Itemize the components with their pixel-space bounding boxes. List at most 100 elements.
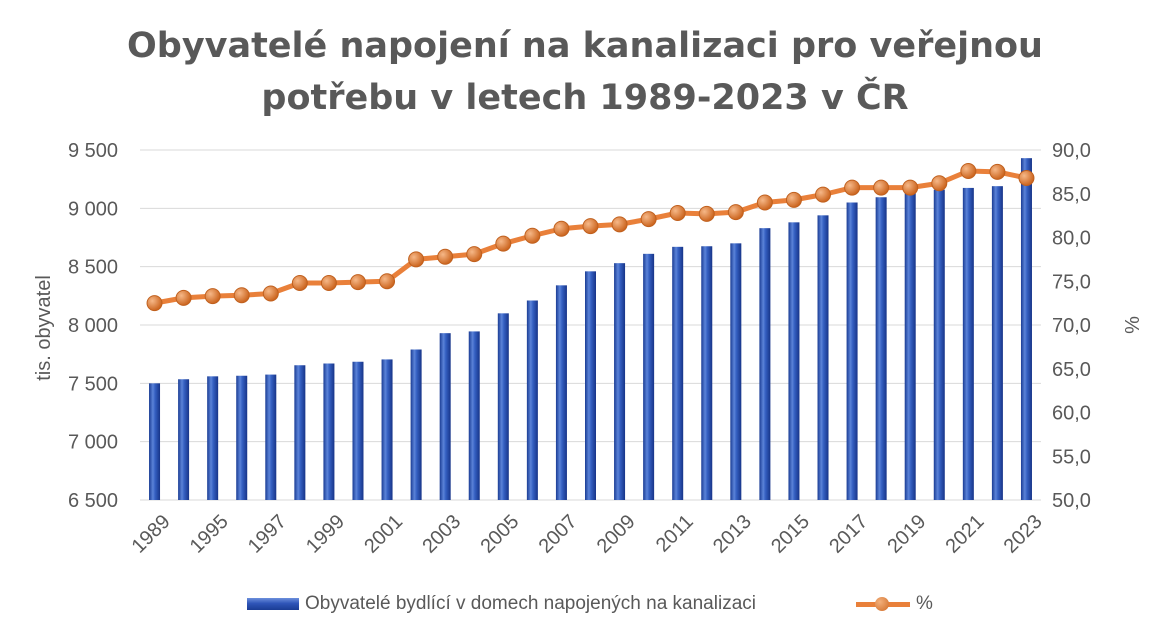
x-tick-label: 2023 bbox=[1000, 511, 1047, 558]
line-point bbox=[175, 289, 192, 306]
x-tick-label: 1999 bbox=[302, 511, 349, 558]
legend-item-line: % bbox=[856, 593, 933, 615]
bar bbox=[817, 215, 829, 501]
bar bbox=[962, 187, 974, 500]
y-tick-label: 8 000 bbox=[68, 315, 118, 337]
line-point bbox=[989, 163, 1006, 180]
line-point bbox=[320, 275, 337, 291]
bar bbox=[410, 349, 422, 500]
x-tick-label: 2007 bbox=[535, 511, 582, 558]
y2-axis-title: % bbox=[1122, 316, 1144, 334]
y-tick-label: 6 500 bbox=[68, 490, 118, 512]
bar bbox=[730, 243, 742, 501]
bar bbox=[904, 192, 916, 500]
chart-title: Obyvatelé napojení na kanalizaci pro veř… bbox=[0, 20, 1170, 124]
x-tick-label: 1997 bbox=[244, 511, 291, 558]
legend-label-bars: Obyvatelé bydlící v domech napojených na… bbox=[305, 593, 756, 614]
line-point bbox=[815, 186, 832, 203]
line-point bbox=[437, 248, 454, 265]
y-tick-label: 9 500 bbox=[68, 140, 118, 162]
bar bbox=[585, 271, 596, 500]
line-point bbox=[582, 218, 599, 235]
y2-tick-label: 90,0 bbox=[1052, 140, 1091, 162]
bar bbox=[381, 359, 393, 500]
bar bbox=[991, 186, 1003, 500]
y2-tick-label: 70,0 bbox=[1052, 315, 1091, 337]
x-tick-label: 2009 bbox=[593, 511, 640, 558]
y-axis-title: tis. obyvatel bbox=[33, 275, 55, 381]
bar bbox=[672, 246, 684, 500]
y2-tick-label: 60,0 bbox=[1052, 403, 1091, 425]
bar bbox=[468, 331, 480, 500]
bar bbox=[933, 189, 945, 500]
line-point bbox=[408, 251, 425, 268]
bar bbox=[526, 300, 538, 500]
bar bbox=[614, 263, 626, 500]
y2-tick-label: 80,0 bbox=[1052, 228, 1091, 250]
chart-title-line-2: potřebu v letech 1989-2023 v ČR bbox=[261, 78, 909, 118]
bar bbox=[352, 361, 364, 500]
x-tick-label: 2017 bbox=[825, 511, 872, 558]
y-tick-label: 9 000 bbox=[68, 198, 118, 220]
x-tick-label: 1995 bbox=[186, 511, 233, 558]
bar bbox=[294, 365, 306, 500]
bar bbox=[323, 363, 335, 500]
line-point bbox=[785, 191, 802, 208]
bar bbox=[265, 374, 277, 500]
bar bbox=[1020, 158, 1032, 500]
line-point bbox=[495, 235, 512, 252]
line-point bbox=[146, 295, 163, 312]
line-point bbox=[844, 179, 861, 196]
legend: Obyvatelé bydlící v domech napojených na… bbox=[0, 593, 1170, 623]
x-tick-label: 1989 bbox=[128, 511, 175, 558]
bar bbox=[439, 333, 451, 500]
bar bbox=[207, 376, 219, 500]
line-point bbox=[960, 163, 977, 179]
legend-bar-swatch bbox=[247, 598, 299, 610]
line-point bbox=[727, 204, 744, 221]
line-point bbox=[902, 179, 919, 196]
line-point bbox=[466, 246, 483, 263]
y2-tick-label: 85,0 bbox=[1052, 184, 1091, 206]
bar bbox=[149, 383, 161, 500]
y2-tick-label: 75,0 bbox=[1052, 271, 1091, 293]
line-point bbox=[1018, 170, 1035, 186]
x-tick-label: 2021 bbox=[941, 511, 988, 558]
bar bbox=[759, 228, 771, 500]
y2-tick-label: 50,0 bbox=[1052, 490, 1091, 512]
bar bbox=[178, 379, 190, 500]
y-tick-label: 7 500 bbox=[68, 373, 118, 395]
line-point bbox=[873, 179, 890, 196]
bar bbox=[555, 285, 567, 500]
legend-item-bars: Obyvatelé bydlící v domech napojených na… bbox=[247, 593, 756, 615]
x-tick-label: 2019 bbox=[883, 511, 930, 558]
legend-label-line: % bbox=[916, 593, 933, 614]
line-point bbox=[611, 216, 628, 233]
line-point bbox=[669, 205, 686, 221]
line-point bbox=[291, 275, 308, 291]
y-tick-label: 7 000 bbox=[68, 432, 118, 454]
x-tick-label: 2015 bbox=[767, 511, 814, 558]
y-tick-label: 8 500 bbox=[68, 257, 118, 279]
line-point bbox=[931, 175, 948, 192]
x-tick-label: 2005 bbox=[476, 511, 523, 558]
legend-line-swatch bbox=[856, 597, 910, 611]
x-tick-label: 2003 bbox=[418, 511, 465, 558]
bar bbox=[701, 246, 713, 500]
line-point bbox=[553, 220, 570, 237]
bar bbox=[497, 313, 509, 500]
x-tick-label: 2011 bbox=[652, 511, 698, 557]
line-point bbox=[698, 205, 715, 222]
line-point bbox=[233, 287, 250, 304]
line-point bbox=[640, 211, 657, 228]
bar bbox=[875, 197, 887, 500]
line-point bbox=[349, 274, 366, 291]
line-point bbox=[262, 285, 279, 302]
line-point bbox=[756, 194, 773, 211]
x-tick-label: 2013 bbox=[709, 511, 756, 558]
x-tick-label: 2001 bbox=[360, 511, 407, 558]
y2-tick-label: 55,0 bbox=[1052, 446, 1091, 468]
bar bbox=[643, 253, 655, 500]
chart-title-line-1: Obyvatelé napojení na kanalizaci pro veř… bbox=[127, 26, 1043, 66]
